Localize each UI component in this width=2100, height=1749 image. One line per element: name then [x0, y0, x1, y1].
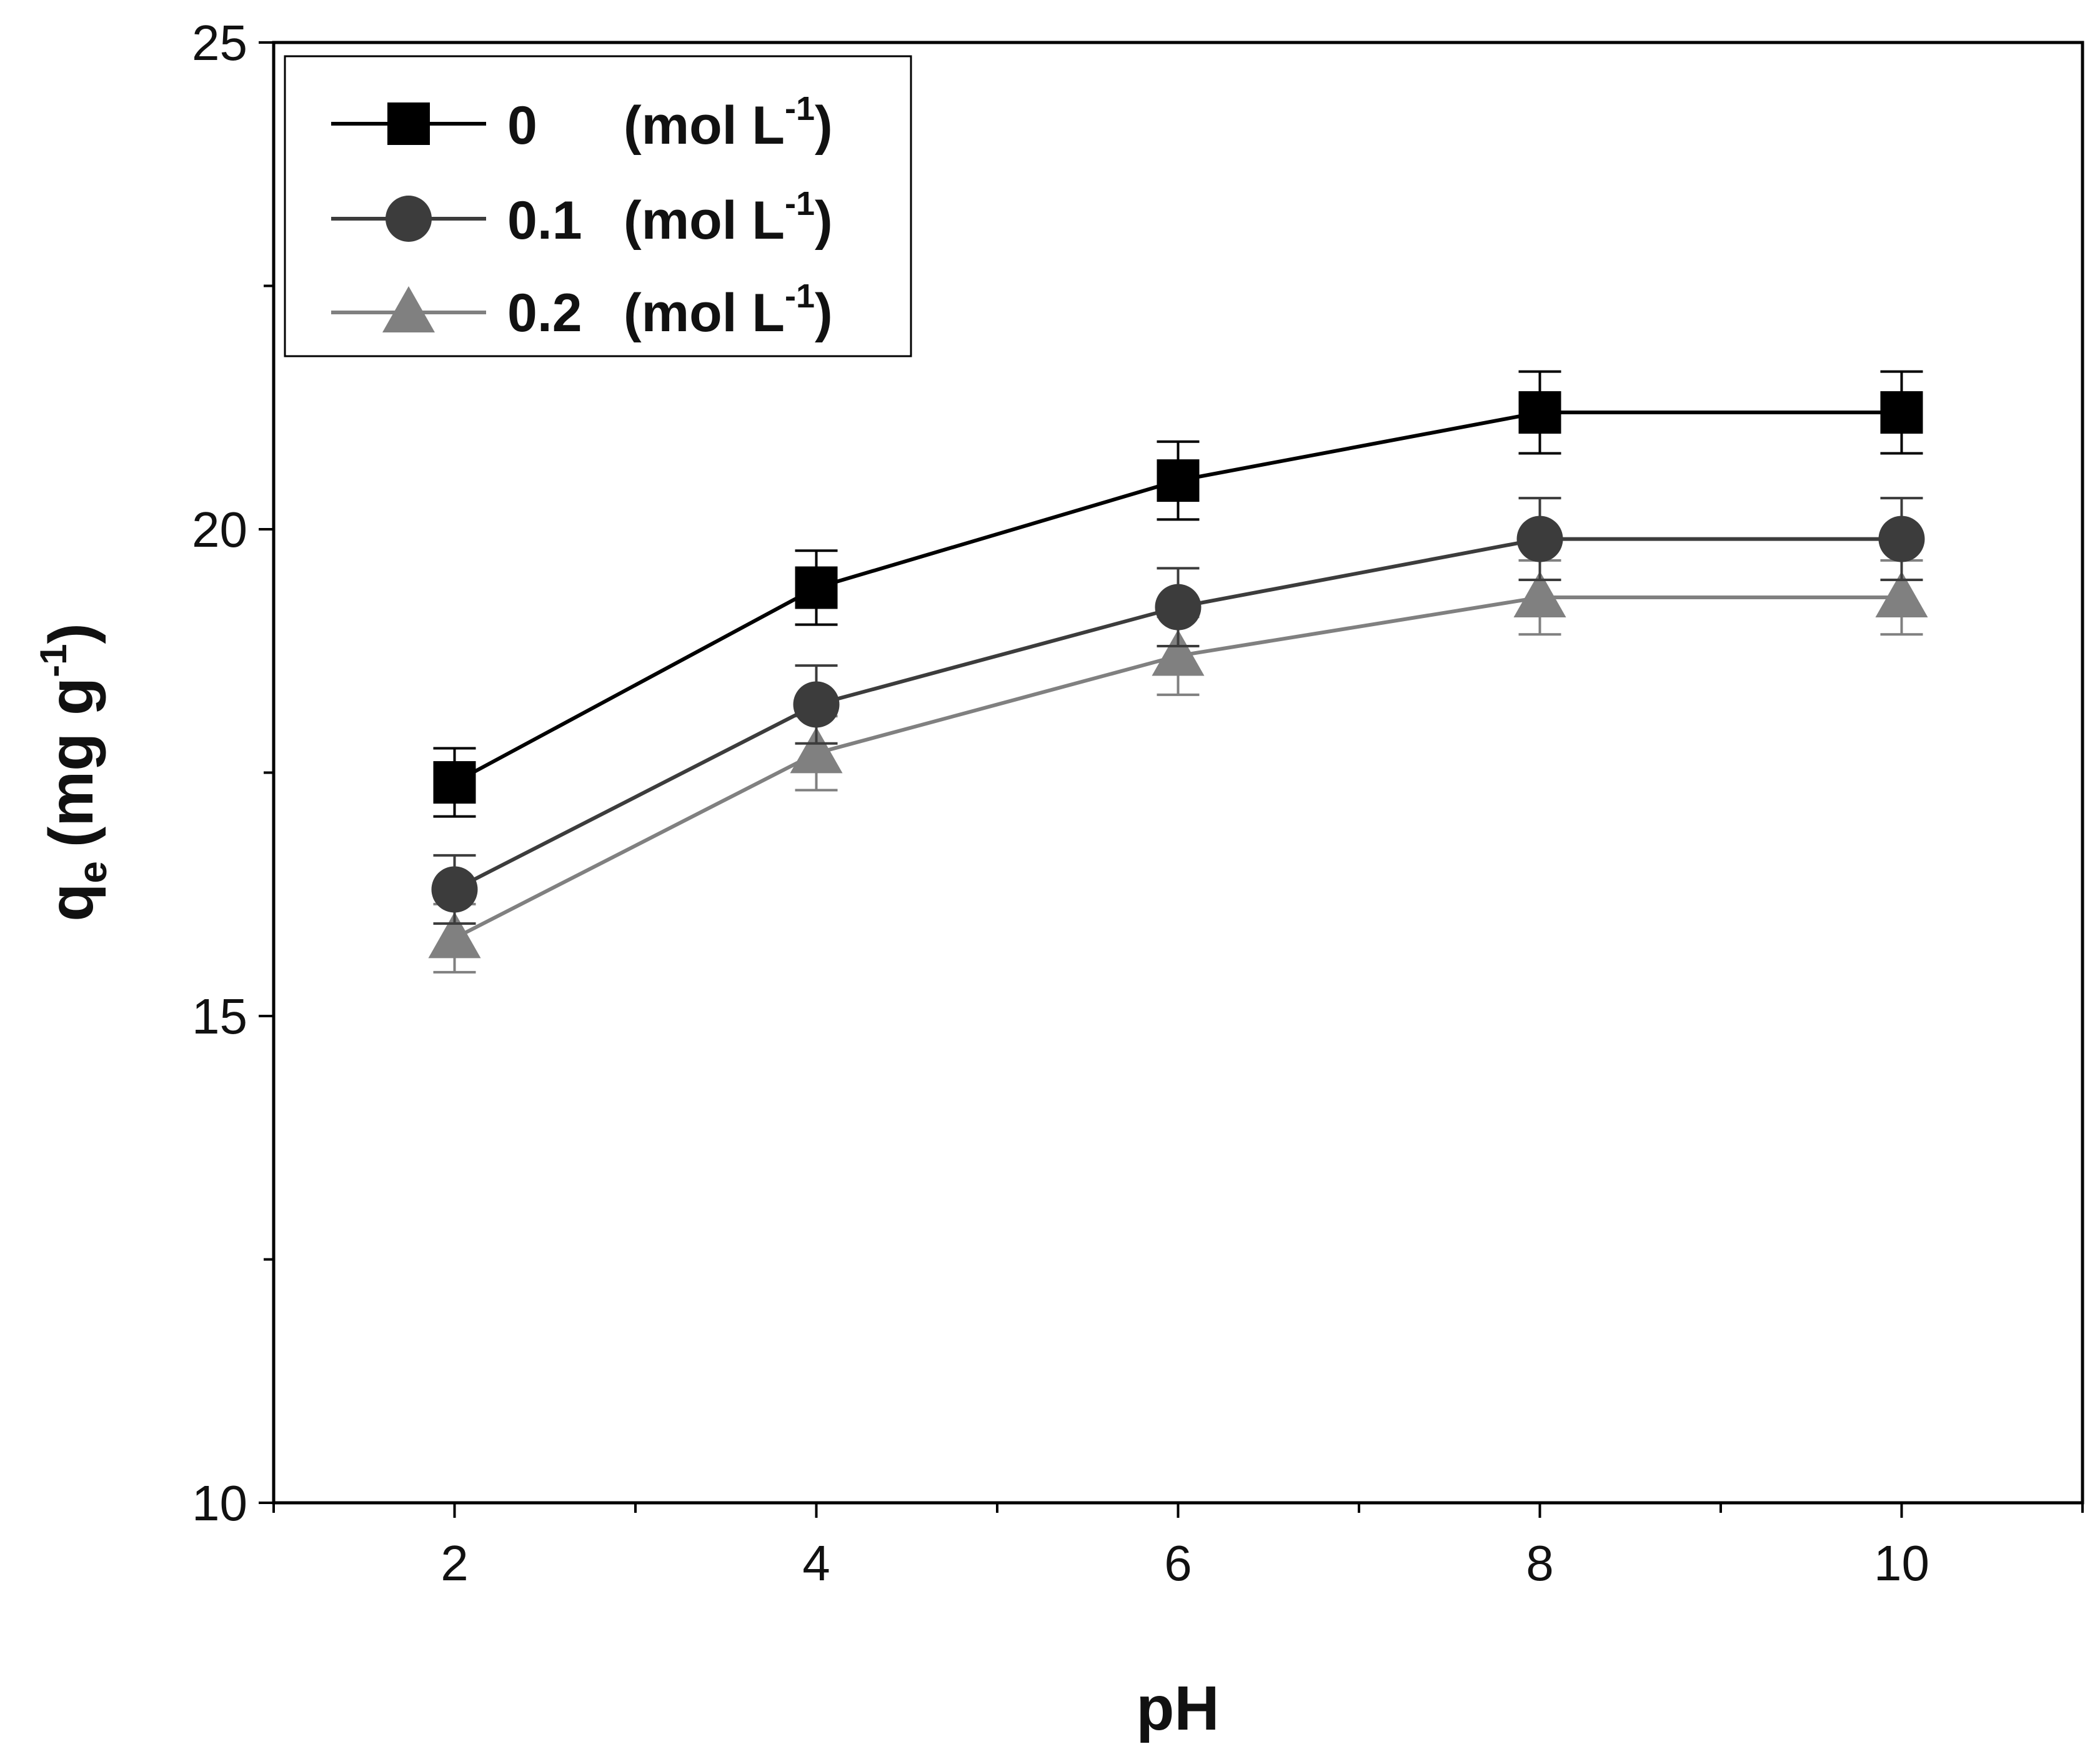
- data-point: [433, 761, 476, 804]
- data-point: [428, 912, 481, 959]
- y-axis-title: qe (mg g-1): [32, 623, 115, 922]
- data-point: [1518, 391, 1561, 434]
- y-axis-title-close: ): [36, 623, 106, 644]
- data-point: [1875, 571, 1928, 618]
- y-axis-title-unit: (mg g: [36, 677, 106, 847]
- y-axis-title-main: q: [36, 884, 106, 922]
- data-point: [1516, 516, 1563, 562]
- legend-sup-1: -1: [785, 185, 815, 222]
- legend-sup-2: -1: [785, 277, 815, 315]
- series-0: [433, 370, 1923, 818]
- legend-unit-2: (mol L: [624, 283, 785, 343]
- x-tick-label: 8: [1526, 1535, 1554, 1591]
- y-tick-label: 10: [192, 1475, 247, 1531]
- legend-sup-0: -1: [785, 90, 815, 127]
- data-point: [1157, 459, 1200, 502]
- x-axis-title: pH: [1136, 1673, 1219, 1743]
- legend-close-1: ): [815, 191, 833, 251]
- data-point: [790, 727, 843, 774]
- legend-value-0: 0: [507, 96, 537, 156]
- y-tick-label: 20: [192, 502, 247, 557]
- x-tick-label: 2: [440, 1535, 469, 1591]
- data-point: [1155, 584, 1202, 630]
- y-tick-label: 25: [192, 15, 247, 71]
- legend-close-2: ): [815, 283, 833, 343]
- y-axis-title-sub: e: [70, 861, 115, 884]
- y-tick-label: 15: [192, 989, 247, 1044]
- data-point: [1152, 629, 1205, 676]
- legend-label-2: 0.2 (mol L-1): [507, 277, 833, 343]
- legend-unit-1: (mol L: [624, 191, 785, 251]
- series-1: [431, 497, 1925, 925]
- data-point: [793, 681, 840, 728]
- legend-value-2: 0.2: [507, 283, 582, 343]
- data-series: [428, 370, 1928, 974]
- data-point: [431, 866, 478, 913]
- legend: 0 (mol L-1) 0.1 (mol L-1) 0.2 (mol L-1): [284, 55, 912, 357]
- legend-close-0: ): [815, 96, 833, 156]
- y-axis-ticks: 10 15 20 25: [192, 15, 274, 1531]
- x-tick-label: 6: [1164, 1535, 1192, 1591]
- data-point: [1880, 391, 1923, 434]
- data-point: [795, 566, 838, 609]
- legend-marker: [382, 286, 435, 332]
- x-tick-label: 4: [802, 1535, 830, 1591]
- legend-unit-0: (mol L: [624, 96, 785, 156]
- legend-marker: [386, 196, 432, 242]
- x-axis-ticks: 2 4 6 8 10: [272, 1503, 2084, 1591]
- y-axis-title-sup: -1: [32, 644, 74, 677]
- legend-items: [331, 102, 486, 332]
- series-2: [428, 559, 1928, 974]
- legend-label-1: 0.1 (mol L-1): [507, 185, 833, 251]
- x-tick-label: 10: [1874, 1535, 1929, 1591]
- legend-label-0: 0 (mol L-1): [507, 90, 833, 156]
- legend-marker: [387, 102, 430, 145]
- data-point: [1513, 571, 1566, 618]
- data-point: [1878, 516, 1925, 562]
- legend-value-1: 0.1: [507, 191, 582, 251]
